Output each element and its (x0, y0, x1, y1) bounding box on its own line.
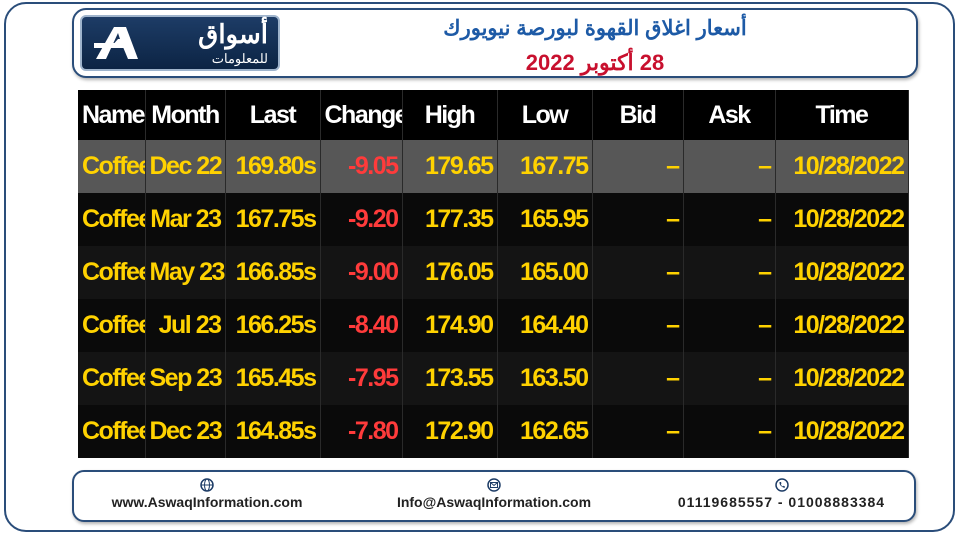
table-cell: Coffee (78, 405, 146, 458)
table-cell: 172.90 (402, 405, 498, 458)
table-cell: 174.90 (402, 299, 498, 352)
table-cell: 164.40 (497, 299, 593, 352)
table-cell: Dec 22 (145, 140, 226, 193)
column-header: High (402, 90, 498, 140)
column-header: Last (225, 90, 321, 140)
logo: أسواق للمعلومات (80, 15, 280, 71)
table-row: Coffee Dec 23 164.85s -7.80 172.90 162.65– –10… (78, 405, 909, 458)
table-cell: 162.65 (497, 405, 593, 458)
table-cell: -7.95 (320, 352, 403, 405)
table-cell: – (683, 352, 776, 405)
phone-item: 01119685557 - 01008883384 (654, 478, 909, 510)
table-body: Coffee Dec 22 169.80s -9.05 179.65 167.75– –10… (78, 140, 909, 458)
phones: 01119685557 - 01008883384 (677, 494, 886, 510)
table-cell: -9.00 (320, 246, 403, 299)
table-cell: – (683, 140, 776, 193)
column-header: Bid (592, 90, 684, 140)
table-cell: – (683, 299, 776, 352)
table-cell: -9.20 (320, 193, 403, 246)
table-cell: Dec 23 (145, 405, 226, 458)
table-cell: 10/28/2022 (775, 246, 909, 299)
table-cell: 165.00 (497, 246, 593, 299)
table-cell: May 23 (145, 246, 226, 299)
table-cell: 166.25s (225, 299, 321, 352)
table-cell: Jul 23 (145, 299, 226, 352)
table-cell: Coffee (78, 299, 146, 352)
table-cell: 10/28/2022 (775, 352, 909, 405)
table-row: Coffee Mar 23 167.75s -9.20 177.35 165.95– –10… (78, 193, 909, 246)
table-row: Coffee Jul 23 166.25s -8.40 174.90 164.40– –10… (78, 299, 909, 352)
table-cell: 166.85s (225, 246, 321, 299)
table-cell: Coffee (78, 246, 146, 299)
globe-icon (200, 478, 214, 492)
quotes-table: Name Month Last Change High Low Bid Ask Time Cof… (78, 90, 909, 458)
table-cell: 10/28/2022 (775, 405, 909, 458)
header-row: Name Month Last Change High Low Bid Ask Time (78, 90, 909, 140)
table-cell: 10/28/2022 (775, 299, 909, 352)
frame (4, 2, 955, 532)
table-cell: – (592, 405, 684, 458)
table-cell: -8.40 (320, 299, 403, 352)
footer: www.AswaqInformation.com Info@AswaqInfor… (72, 470, 916, 522)
table-cell: 177.35 (402, 193, 498, 246)
column-header: Low (497, 90, 593, 140)
header: أسواق للمعلومات أسعار اغلاق القهوة لبورص… (72, 8, 918, 78)
table-cell: Coffee (78, 352, 146, 405)
table-cell: 164.85s (225, 405, 321, 458)
table-cell: – (592, 352, 684, 405)
column-header: Change (320, 90, 403, 140)
title: أسعار اغلاق القهوة لبورصة نيويورك (443, 17, 747, 40)
table-cell: – (592, 246, 684, 299)
table-cell: Sep 23 (145, 352, 226, 405)
table-cell: – (683, 246, 776, 299)
table-cell: 10/28/2022 (775, 140, 909, 193)
table-cell: 167.75 (497, 140, 593, 193)
email-item: Info@AswaqInformation.com (364, 478, 624, 510)
email: Info@AswaqInformation.com (396, 494, 592, 510)
logo-icon (94, 27, 138, 59)
table-cell: 167.75s (225, 193, 321, 246)
table-cell: 169.80s (225, 140, 321, 193)
table-cell: 10/28/2022 (775, 193, 909, 246)
table-cell: 165.45s (225, 352, 321, 405)
table-row: Coffee Dec 22 169.80s -9.05 179.65 167.75– –10… (78, 140, 909, 193)
table-cell: 179.65 (402, 140, 498, 193)
table-cell: 165.95 (497, 193, 593, 246)
table-cell: Coffee (78, 140, 146, 193)
table-row: Coffee May 23 166.85s -9.00 176.05 165.00– –10… (78, 246, 909, 299)
column-header: Time (775, 90, 909, 140)
table-cell: 176.05 (402, 246, 498, 299)
date: 28 أكتوبر 2022 (525, 50, 665, 75)
table-cell: – (683, 193, 776, 246)
column-header: Ask (683, 90, 776, 140)
table-cell: – (683, 405, 776, 458)
column-header: Name (78, 90, 146, 140)
table-cell: – (592, 299, 684, 352)
table-cell: -9.05 (320, 140, 403, 193)
table-cell: 173.55 (402, 352, 498, 405)
website: www.AswaqInformation.com (111, 494, 303, 510)
column-header: Month (145, 90, 226, 140)
table-cell: – (592, 140, 684, 193)
logo-subtitle: للمعلومات (211, 51, 268, 66)
table-row: Coffee Sep 23 165.45s -7.95 173.55 163.50– –10… (78, 352, 909, 405)
mail-icon (487, 478, 501, 492)
phone-icon (774, 478, 789, 492)
logo-name: أسواق (198, 19, 268, 49)
table-cell: Coffee (78, 193, 146, 246)
table-cell: -7.80 (320, 405, 403, 458)
table-cell: 163.50 (497, 352, 593, 405)
website-item: www.AswaqInformation.com (82, 478, 332, 510)
table-cell: – (592, 193, 684, 246)
table-cell: Mar 23 (145, 193, 226, 246)
